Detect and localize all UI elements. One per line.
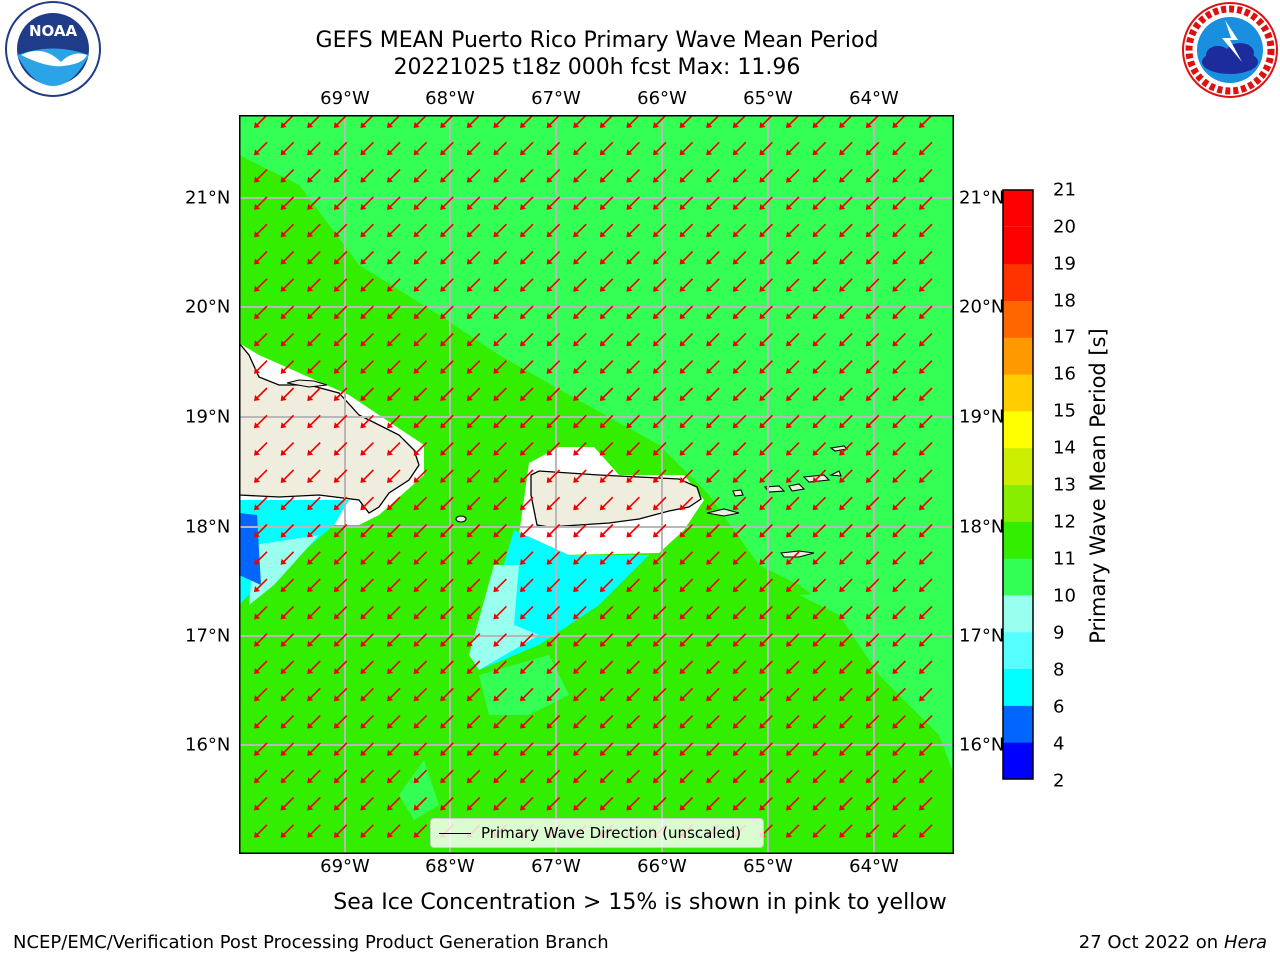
- colorbar-band: [1003, 742, 1033, 780]
- field-10-11-north: [239, 115, 954, 775]
- lon-label-top: 66°W: [637, 88, 687, 109]
- lon-label-top: 68°W: [425, 88, 475, 109]
- colorbar-band: [1003, 374, 1033, 412]
- lat-label-right: 17°N: [959, 625, 1005, 647]
- colorbar-band: [1003, 705, 1033, 743]
- colorbar-band: [1003, 410, 1033, 449]
- colorbar-tick: 2: [1053, 770, 1065, 792]
- colorbar-tick: 20: [1053, 216, 1076, 238]
- legend-label: Primary Wave Direction (unscaled): [481, 824, 742, 842]
- land-culebra: [732, 489, 744, 497]
- colorbar-tick: 9: [1053, 622, 1065, 644]
- footer-date-text: 27 Oct 2022 on: [1078, 932, 1224, 953]
- colorbar-tick: 15: [1053, 400, 1076, 422]
- map-frame: [239, 115, 954, 854]
- lon-label-bottom: 66°W: [637, 856, 687, 877]
- land-tortuga: [286, 379, 328, 388]
- lat-label-right: 19°N: [959, 406, 1005, 428]
- lon-label-top: 65°W: [743, 88, 793, 109]
- colorbar-tick: 12: [1053, 511, 1076, 533]
- land-mona-island: [455, 515, 467, 523]
- colorbar-tick: 17: [1053, 326, 1076, 348]
- lon-label-bottom: 69°W: [320, 856, 370, 877]
- colorbar-band: [1003, 263, 1033, 301]
- map-legend: Primary Wave Direction (unscaled): [430, 818, 764, 848]
- land-anegada: [829, 445, 849, 452]
- lat-label-right: 20°N: [959, 296, 1005, 318]
- field-4-6-west: [239, 513, 261, 585]
- sea-ice-footnote: Sea Ice Concentration > 15% is shown in …: [333, 890, 947, 915]
- colorbar-tick: 4: [1053, 733, 1065, 755]
- colorbar-band: [1003, 337, 1033, 375]
- lon-label-bottom: 65°W: [743, 856, 793, 877]
- colorbar-band: [1003, 631, 1033, 670]
- colorbar-band: [1003, 300, 1033, 338]
- colorbar-tick: 14: [1053, 437, 1076, 459]
- land-puerto-rico: [530, 470, 702, 528]
- lat-label-right: 18°N: [959, 516, 1005, 538]
- lat-label-left: 18°N: [185, 516, 231, 538]
- footer-credit: NCEP/EMC/Verification Post Processing Pr…: [13, 932, 609, 953]
- colorbar-tick: 8: [1053, 659, 1065, 681]
- colorbar-band: [1003, 226, 1033, 265]
- land-vieques: [706, 508, 740, 517]
- graticule: [239, 115, 954, 854]
- lon-label-top: 67°W: [531, 88, 581, 109]
- lat-label-left: 21°N: [185, 187, 231, 209]
- lat-label-right: 16°N: [959, 734, 1005, 756]
- colorbar-band: [1003, 668, 1033, 706]
- land-st-john: [788, 483, 806, 492]
- field-10-11-southeast: [799, 585, 954, 675]
- colorbar-band: [1003, 594, 1033, 633]
- noaa-logo: NOAA: [5, 1, 101, 97]
- colorbar-tick: 21: [1053, 179, 1076, 201]
- lon-label-top: 64°W: [849, 88, 899, 109]
- footer-host: Hera: [1223, 932, 1267, 953]
- lat-label-left: 17°N: [185, 625, 231, 647]
- field-10-11-bottom-patch: [399, 760, 439, 820]
- colorbar-band: [1003, 484, 1033, 522]
- legend-line-swatch: [439, 832, 471, 834]
- colorbar-band: [1003, 190, 1033, 227]
- svg-text:NOAA: NOAA: [29, 22, 78, 40]
- nws-logo: [1182, 2, 1278, 98]
- colorbar-label: Primary Wave Mean Period [s]: [1086, 328, 1110, 644]
- lon-label-bottom: 64°W: [849, 856, 899, 877]
- colorbar-band: [1003, 521, 1033, 559]
- colorbar-frame: [1002, 189, 1034, 780]
- colorbar-blocks: [1003, 190, 1033, 780]
- field-10-11-south-wedge: [479, 655, 569, 715]
- colorbar-tick: 13: [1053, 474, 1076, 496]
- lon-label-top: 69°W: [320, 88, 370, 109]
- colorbar-tick: 10: [1053, 585, 1076, 607]
- lat-label-right: 21°N: [959, 187, 1005, 209]
- land-hispaniola: [239, 341, 420, 514]
- colorbar: [1002, 189, 1034, 780]
- colorbar-tick: 18: [1053, 290, 1076, 312]
- lon-label-bottom: 67°W: [531, 856, 581, 877]
- colorbar-tick: 19: [1053, 253, 1076, 275]
- lat-label-left: 19°N: [185, 406, 231, 428]
- colorbar-tick: 16: [1053, 363, 1076, 385]
- colorbar-band: [1003, 558, 1033, 596]
- lat-label-left: 20°N: [185, 296, 231, 318]
- colorbar-tick: 11: [1053, 548, 1076, 570]
- wave-period-map: [239, 115, 954, 854]
- chart-title: GEFS MEAN Puerto Rico Primary Wave Mean …: [315, 28, 879, 53]
- chart-subtitle: 20221025 t18z 000h fcst Max: 11.96: [393, 55, 801, 80]
- land-virgin-gorda: [829, 470, 842, 477]
- lat-label-left: 16°N: [185, 734, 231, 756]
- colorbar-band: [1003, 447, 1033, 485]
- colorbar-tick: 6: [1053, 696, 1065, 718]
- footer-date: 27 Oct 2022 on Hera: [1079, 932, 1267, 953]
- lon-label-bottom: 68°W: [425, 856, 475, 877]
